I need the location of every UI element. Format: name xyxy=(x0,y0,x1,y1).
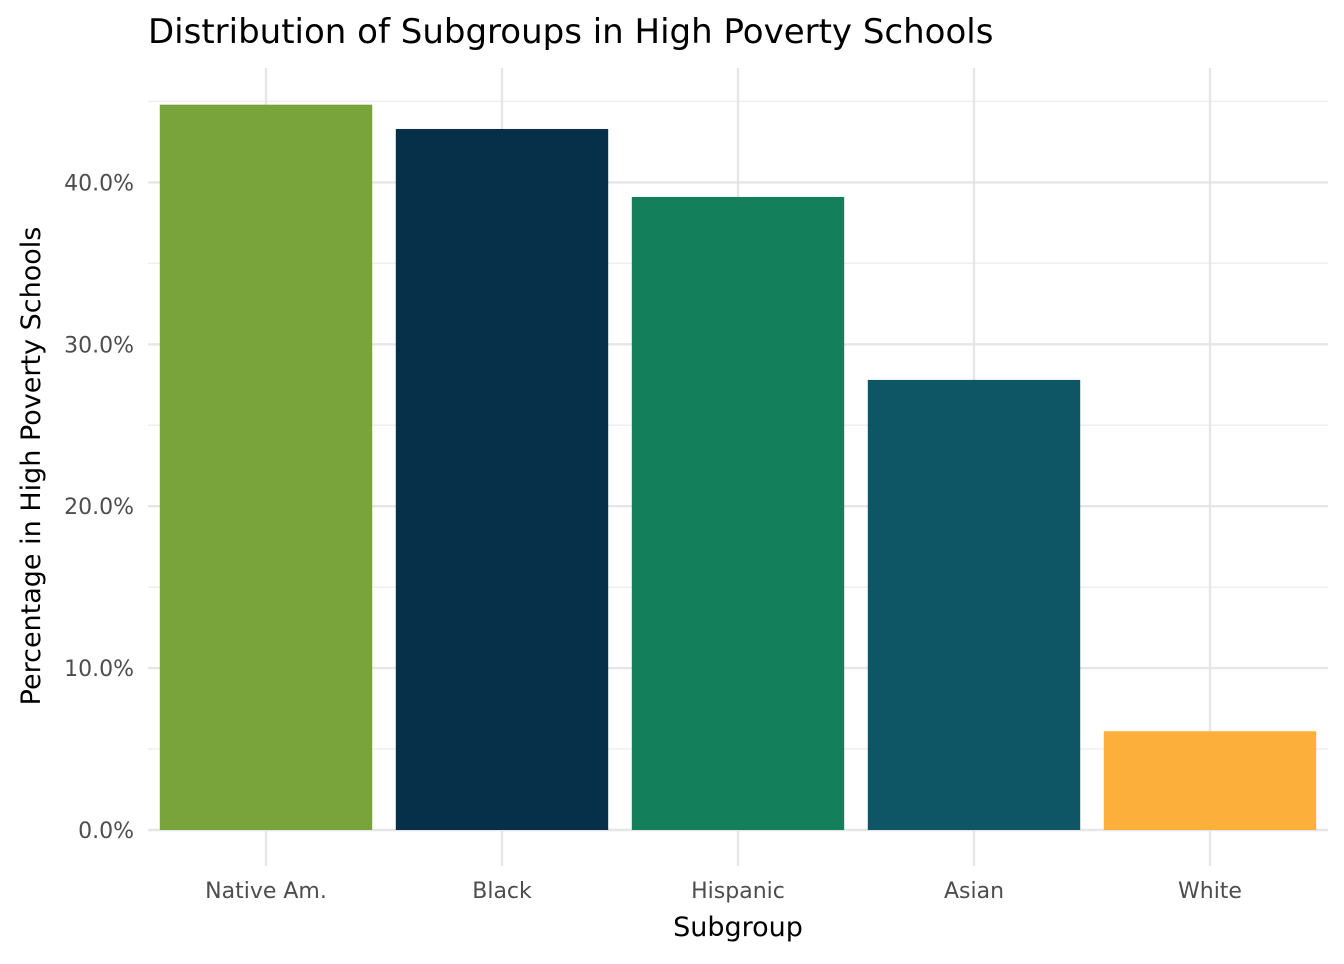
x-tick-label: Black xyxy=(472,879,532,904)
y-tick-label: 40.0% xyxy=(64,171,134,196)
bar xyxy=(1103,731,1317,830)
y-tick-label: 30.0% xyxy=(64,333,134,358)
bar xyxy=(395,128,609,830)
x-tick-label: Hispanic xyxy=(691,879,785,904)
x-axis-title: Subgroup xyxy=(673,912,803,943)
bar xyxy=(159,104,373,831)
bars-layer xyxy=(159,104,1317,831)
x-tick-label: White xyxy=(1178,879,1242,904)
x-tick-label: Native Am. xyxy=(205,879,327,904)
bar xyxy=(867,379,1081,830)
y-tick-label: 0.0% xyxy=(78,819,134,844)
y-axis-title: Percentage in High Poverty Schools xyxy=(16,227,47,706)
chart-title: Distribution of Subgroups in High Povert… xyxy=(148,12,993,52)
x-tick-label: Asian xyxy=(944,879,1004,904)
y-tick-label: 20.0% xyxy=(64,495,134,520)
labels-layer: 0.0% 10.0% 20.0% 30.0% 40.0% Native Am. Black H… xyxy=(64,171,1242,904)
y-tick-label: 10.0% xyxy=(64,657,134,682)
bar xyxy=(631,196,845,830)
